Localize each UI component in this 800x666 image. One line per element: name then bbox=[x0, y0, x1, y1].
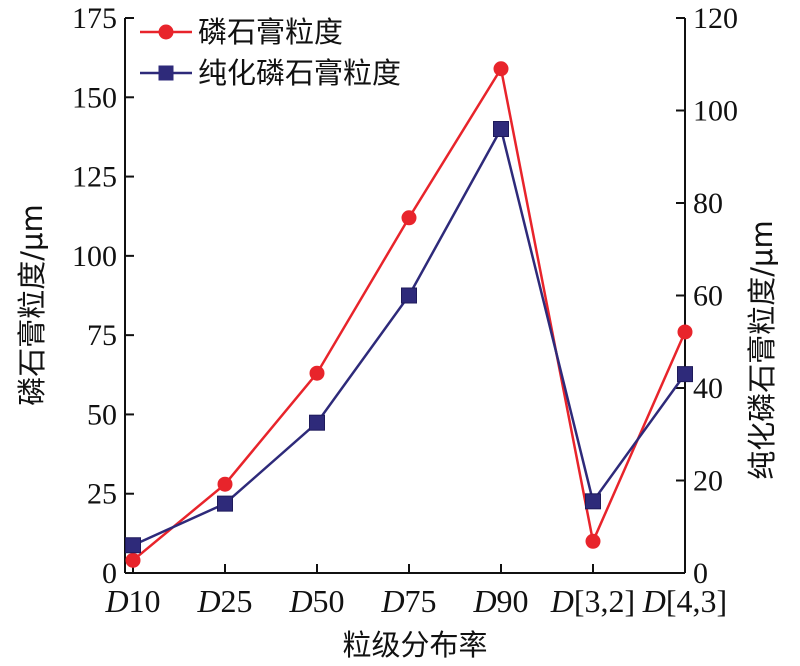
y-left-tick-label: 25 bbox=[87, 478, 117, 511]
data-point-circle bbox=[493, 61, 509, 77]
y-left-tick-label: 100 bbox=[72, 240, 117, 273]
axes-group: 0 25 50 75 100 125 150 175 0 20 40 60 80 100 120 D10 D25… bbox=[72, 2, 738, 619]
y-right-tick-label: 120 bbox=[693, 2, 738, 35]
y-axis-left-title: 磷石膏粒度/μm bbox=[15, 204, 49, 405]
y-axis-right-title: 纯化磷石膏粒度/μm bbox=[745, 220, 779, 479]
series-line-2 bbox=[132, 125, 687, 547]
y-right-tick-label: 0 bbox=[693, 557, 708, 590]
legend-label: 纯化磷石膏粒度 bbox=[198, 56, 401, 90]
legend-marker-square bbox=[158, 65, 174, 81]
data-point-square bbox=[125, 537, 141, 554]
x-tick-label: D[4,3] bbox=[642, 583, 727, 619]
data-point-circle bbox=[585, 533, 601, 549]
data-point-circle bbox=[677, 324, 693, 340]
y-right-tick-label: 20 bbox=[693, 465, 723, 498]
y-left-tick-label: 175 bbox=[72, 2, 117, 35]
y-right-tick-label: 40 bbox=[693, 372, 723, 405]
x-tick-label: D10 bbox=[104, 583, 160, 619]
x-tick-label: D75 bbox=[380, 583, 436, 619]
y-left-tick-label: 50 bbox=[87, 398, 117, 431]
x-tick-label: D[3,2] bbox=[550, 583, 635, 619]
data-point-square bbox=[677, 366, 693, 383]
data-point-circle bbox=[217, 476, 233, 492]
data-point-circle bbox=[125, 552, 141, 568]
y-left-tick-label: 125 bbox=[72, 161, 117, 194]
data-point-circle bbox=[309, 365, 325, 381]
data-point-square bbox=[217, 495, 233, 512]
x-axis-title: 粒级分布率 bbox=[342, 628, 487, 662]
data-point-square bbox=[309, 414, 325, 431]
x-tick-label: D90 bbox=[472, 583, 528, 619]
x-tick-label: D50 bbox=[288, 583, 344, 619]
y-right-tick-label: 80 bbox=[693, 187, 723, 220]
data-point-square bbox=[585, 493, 601, 510]
data-point-square bbox=[493, 121, 509, 137]
x-tick-label: D25 bbox=[196, 583, 252, 619]
legend-label: 磷石膏粒度 bbox=[198, 15, 343, 49]
y-left-tick-label: 150 bbox=[72, 81, 117, 114]
data-point-circle bbox=[401, 210, 417, 226]
series-group bbox=[125, 61, 693, 568]
y-left-tick-label: 75 bbox=[87, 319, 117, 352]
data-point-square bbox=[401, 287, 417, 304]
y-left-tick-label: 0 bbox=[102, 557, 117, 590]
y-right-tick-label: 100 bbox=[693, 95, 738, 128]
legend-marker-circle bbox=[158, 24, 174, 40]
y-right-tick-label: 60 bbox=[693, 280, 723, 313]
